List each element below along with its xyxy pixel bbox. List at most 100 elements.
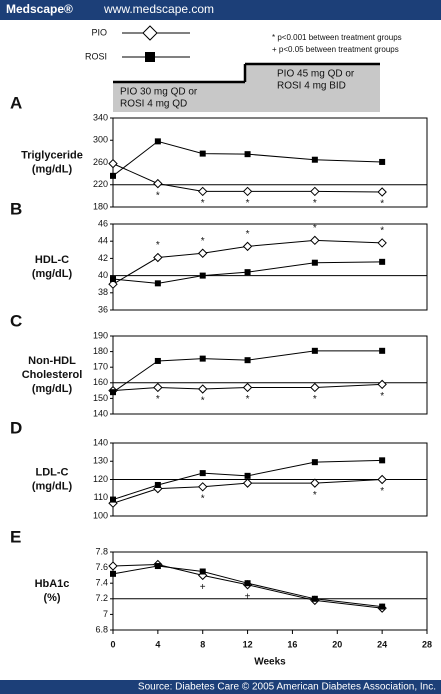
marker bbox=[199, 355, 206, 362]
significance-mark: * bbox=[156, 394, 160, 405]
marker bbox=[154, 563, 161, 570]
marker bbox=[242, 241, 253, 252]
significance-mark: * bbox=[313, 198, 317, 209]
plot-frame bbox=[112, 223, 428, 311]
significance-mark: * bbox=[313, 394, 317, 405]
x-axis-label: Weeks bbox=[254, 657, 286, 668]
phase-box bbox=[113, 64, 380, 112]
x-tick-label: 4 bbox=[155, 639, 160, 649]
marker bbox=[310, 235, 320, 246]
marker bbox=[153, 252, 163, 263]
y-axis-label: Non-HDL bbox=[28, 355, 76, 367]
significance-mark: * bbox=[246, 394, 250, 405]
phase-text: ROSI 4 mg QD bbox=[120, 99, 187, 110]
marker bbox=[244, 269, 251, 276]
significance-mark: * bbox=[380, 199, 384, 210]
significance-mark: * bbox=[380, 391, 384, 402]
marker bbox=[311, 156, 318, 163]
y-axis-label: LDL-C bbox=[36, 466, 69, 478]
marker bbox=[154, 357, 161, 364]
y-tick-label: 300 bbox=[93, 135, 108, 145]
y-tick-label: 260 bbox=[93, 157, 108, 167]
marker bbox=[311, 595, 318, 602]
panel-label: C bbox=[10, 311, 22, 330]
significance-mark: * bbox=[313, 490, 317, 501]
phase-text: PIO 45 mg QD or bbox=[277, 69, 355, 80]
marker bbox=[379, 457, 386, 464]
phase-text: ROSI 4 mg BID bbox=[277, 81, 346, 92]
significance-mark: + bbox=[200, 582, 206, 593]
significance-mark: * bbox=[201, 236, 205, 247]
footer: Source: Diabetes Care © 2005 American Di… bbox=[138, 682, 436, 693]
y-tick-label: 7.6 bbox=[95, 562, 108, 572]
significance-mark: * bbox=[156, 190, 160, 201]
marker bbox=[110, 389, 116, 396]
marker bbox=[379, 347, 386, 354]
y-tick-label: 38 bbox=[98, 287, 108, 297]
significance-mark: * bbox=[380, 226, 384, 237]
y-axis-label: (mg/dL) bbox=[32, 480, 73, 492]
y-axis-label: HbA1c bbox=[35, 578, 70, 590]
marker bbox=[108, 561, 118, 571]
y-tick-label: 100 bbox=[93, 510, 108, 520]
marker bbox=[377, 474, 387, 485]
x-tick-label: 0 bbox=[110, 639, 115, 649]
marker bbox=[199, 272, 206, 279]
y-axis-label: Cholesterol bbox=[22, 369, 83, 381]
y-tick-label: 46 bbox=[98, 218, 108, 228]
y-tick-label: 44 bbox=[98, 236, 108, 246]
marker bbox=[244, 357, 251, 364]
y-tick-label: 170 bbox=[93, 362, 108, 372]
significance-mark: * bbox=[201, 198, 205, 209]
series-line bbox=[112, 563, 383, 609]
plot-frame bbox=[112, 551, 428, 631]
marker bbox=[154, 138, 161, 145]
y-axis-label: (mg/dL) bbox=[32, 383, 73, 395]
marker bbox=[244, 472, 251, 479]
y-tick-label: 150 bbox=[93, 393, 108, 403]
y-tick-label: 7.4 bbox=[95, 578, 108, 588]
marker bbox=[199, 470, 206, 477]
marker bbox=[198, 248, 208, 258]
marker bbox=[311, 459, 318, 466]
plot-frame bbox=[112, 335, 428, 415]
marker bbox=[310, 382, 320, 393]
significance-mark: * bbox=[201, 396, 205, 407]
header-bar bbox=[0, 0, 441, 20]
note: * p<0.001 between treatment groups bbox=[272, 33, 402, 42]
significance-mark: * bbox=[246, 198, 250, 209]
marker bbox=[377, 187, 387, 197]
x-tick-label: 24 bbox=[377, 639, 387, 649]
legend-marker bbox=[145, 52, 155, 62]
marker bbox=[311, 259, 318, 266]
y-tick-label: 130 bbox=[93, 456, 108, 466]
marker bbox=[110, 172, 116, 179]
x-tick-label: 16 bbox=[287, 639, 297, 649]
marker bbox=[377, 379, 387, 390]
y-tick-label: 7.8 bbox=[95, 546, 108, 556]
footer-bar bbox=[0, 680, 441, 694]
legend-label: ROSI bbox=[85, 51, 107, 61]
series-line bbox=[112, 383, 383, 392]
legend-marker bbox=[142, 25, 158, 41]
y-tick-label: 160 bbox=[93, 377, 108, 387]
y-tick-label: 7.2 bbox=[95, 593, 108, 603]
x-tick-label: 20 bbox=[332, 639, 342, 649]
panel-label: A bbox=[10, 93, 22, 112]
marker bbox=[379, 158, 386, 165]
y-axis-label: HDL-C bbox=[35, 254, 69, 266]
y-tick-label: 40 bbox=[98, 270, 108, 280]
y-tick-label: 36 bbox=[98, 304, 108, 314]
marker bbox=[110, 496, 116, 503]
y-axis-label: Triglyceride bbox=[21, 149, 83, 161]
marker bbox=[198, 186, 208, 197]
y-axis-label: (mg/dL) bbox=[32, 163, 73, 175]
significance-mark: * bbox=[156, 240, 160, 251]
marker bbox=[110, 276, 116, 283]
y-tick-label: 42 bbox=[98, 253, 108, 263]
panel-label: D bbox=[10, 418, 22, 437]
marker bbox=[244, 580, 251, 587]
marker bbox=[244, 151, 251, 158]
marker bbox=[199, 568, 206, 575]
marker bbox=[379, 603, 386, 610]
